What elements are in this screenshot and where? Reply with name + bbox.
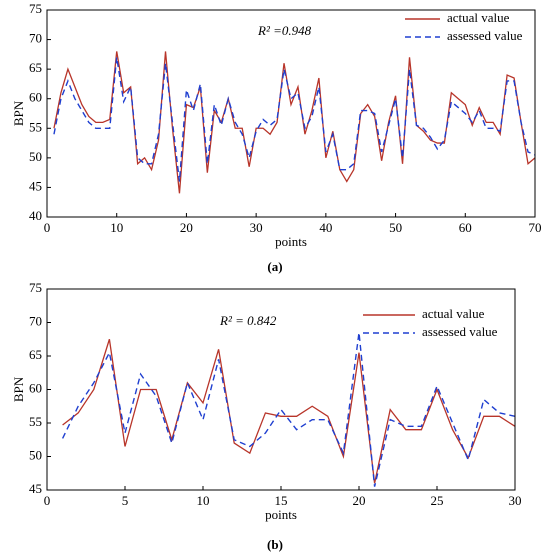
x-tick-label: 60 — [459, 220, 472, 235]
caption: (b) — [267, 537, 283, 552]
series-line — [53, 51, 536, 194]
x-tick-label: 10 — [197, 493, 210, 508]
x-axis-label: points — [275, 234, 307, 249]
y-axis-label: BPN — [11, 100, 26, 126]
y-tick-label: 55 — [29, 119, 42, 134]
plot-frame — [46, 9, 536, 218]
x-tick-label: 0 — [44, 220, 51, 235]
x-tick-label: 30 — [250, 220, 263, 235]
series-line — [62, 339, 516, 484]
y-tick-label: 50 — [29, 149, 42, 164]
y-tick-label: 45 — [29, 178, 42, 193]
y-tick-label: 50 — [29, 447, 42, 462]
caption: (a) — [267, 259, 282, 274]
x-axis-label: points — [265, 507, 297, 522]
x-tick-label: 5 — [122, 493, 129, 508]
annotation: R² = 0.842 — [219, 313, 277, 328]
y-tick-label: 65 — [29, 60, 42, 75]
y-tick-label: 40 — [29, 208, 42, 223]
y-tick-label: 60 — [29, 380, 42, 395]
plot-frame — [46, 288, 516, 491]
y-axis-label: BPN — [11, 376, 26, 402]
y-tick-label: 75 — [29, 1, 42, 16]
x-tick-label: 15 — [275, 493, 288, 508]
y-tick-label: 45 — [29, 481, 42, 496]
legend-label: assessed value — [447, 28, 523, 43]
x-tick-label: 25 — [431, 493, 444, 508]
x-tick-label: 0 — [44, 493, 51, 508]
x-tick-label: 40 — [319, 220, 332, 235]
y-tick-label: 60 — [29, 90, 42, 105]
x-tick-label: 50 — [389, 220, 402, 235]
x-tick-label: 30 — [509, 493, 522, 508]
x-tick-label: 20 — [353, 493, 366, 508]
x-tick-label: 10 — [110, 220, 123, 235]
legend-label: actual value — [422, 306, 485, 321]
y-tick-label: 70 — [29, 313, 42, 328]
y-tick-label: 65 — [29, 347, 42, 362]
y-tick-label: 55 — [29, 414, 42, 429]
y-tick-label: 70 — [29, 31, 42, 46]
series-line — [53, 57, 536, 182]
y-tick-label: 75 — [29, 280, 42, 295]
x-tick-label: 20 — [180, 220, 193, 235]
x-tick-label: 70 — [529, 220, 542, 235]
annotation: R² =0.948 — [257, 23, 312, 38]
legend-label: actual value — [447, 10, 510, 25]
legend-label: assessed value — [422, 324, 498, 339]
series-line — [61, 332, 516, 487]
